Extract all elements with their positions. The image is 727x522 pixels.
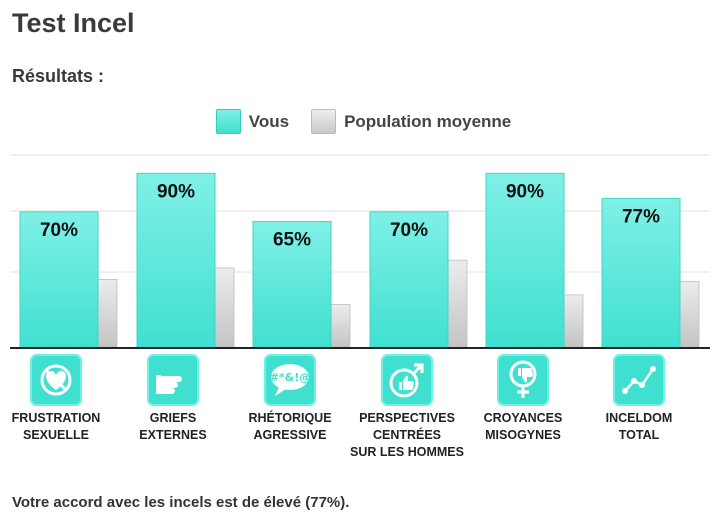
bar-you (252, 221, 332, 348)
page-title: Test Incel (12, 8, 135, 38)
legend-label-population: Population moyenne (344, 111, 512, 131)
result-summary: Votre accord avec les incels est de élev… (12, 494, 350, 511)
category-label: RHÉTORIQUE AGRESSIVE (248, 411, 332, 442)
category-label: PERSPECTIVES CENTRÉES SUR LES HOMMES (350, 411, 464, 459)
legend-item-you: Vous (215, 109, 290, 134)
legend-swatch-you (215, 109, 241, 134)
bar-population (330, 304, 351, 348)
bar-value-label: 70% (40, 220, 78, 241)
svg-text:#*&!@: #*&!@ (270, 371, 311, 384)
legend-swatch-population (311, 109, 337, 134)
results-bar-chart: 70% 90% 65% 70% 90% 77% (10, 154, 710, 349)
speech-bubble-icon: #*&!@ (264, 354, 316, 406)
bar-population (97, 279, 118, 348)
bar-value-label: 77% (622, 206, 660, 227)
category-label: GRIEFS EXTERNES (139, 411, 207, 442)
bar-population (563, 294, 584, 348)
bar-you (136, 172, 216, 348)
bar-population (214, 267, 235, 348)
pointing-hand-icon (147, 354, 199, 406)
bar-value-label: 70% (390, 220, 428, 241)
category-label: CROYANCES MISOGYNES (483, 411, 563, 442)
bar-you (19, 211, 99, 348)
no-heart-icon (30, 354, 82, 406)
bar-value-label: 90% (157, 181, 195, 202)
results-heading: Résultats : (12, 66, 105, 86)
bar-population (679, 280, 700, 348)
legend-label-you: Vous (248, 111, 290, 131)
bar-value-label: 65% (273, 230, 311, 251)
category-label: FRUSTRATION SEXUELLE (11, 411, 101, 442)
female-thumbs-down-icon (497, 354, 549, 406)
bar-you (369, 211, 449, 348)
bar-value-label: 90% (506, 181, 544, 202)
category-label: INCELDOM TOTAL (605, 411, 673, 442)
male-thumbs-up-icon (381, 354, 433, 406)
bar-population (447, 259, 468, 348)
chart-legend: Vous Population moyenne (0, 109, 727, 134)
line-graph-icon (613, 354, 665, 406)
legend-item-population: Population moyenne (311, 109, 511, 134)
